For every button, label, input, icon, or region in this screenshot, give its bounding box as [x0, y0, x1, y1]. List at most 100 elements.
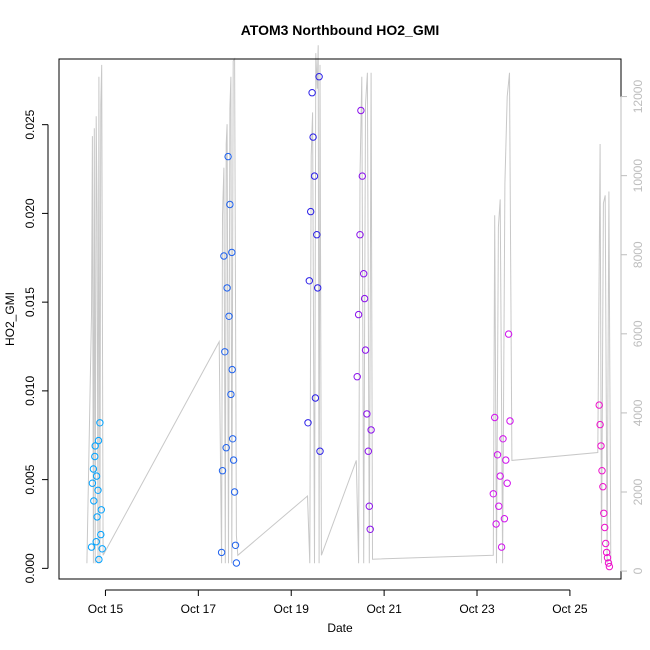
- data-point: [504, 330, 513, 338]
- y2-tick-label: 12000: [631, 80, 645, 114]
- data-point: [354, 310, 363, 319]
- data-point: [93, 513, 101, 521]
- data-point: [223, 284, 231, 292]
- data-point: [496, 472, 504, 480]
- data-point: [602, 548, 611, 557]
- x-axis: Oct 15 Oct 17 Oct 19 Oct 21 Oct 23 Oct 25: [88, 589, 588, 616]
- y-axis-label: HO2_GMI: [3, 292, 17, 346]
- data-point: [599, 483, 607, 491]
- y2-tick-label: 4000: [631, 399, 645, 426]
- data-point: [226, 200, 234, 209]
- data-point: [305, 277, 313, 285]
- data-point: [94, 436, 103, 445]
- data-point: [309, 133, 317, 141]
- data-point: [363, 410, 371, 418]
- y-tick-label: 0.025: [23, 109, 37, 139]
- data-point: [598, 467, 606, 475]
- data-point: [98, 545, 106, 553]
- data-point: [224, 152, 232, 161]
- x-tick-label: Oct 21: [366, 602, 402, 616]
- data-point: [364, 447, 372, 455]
- y-tick-label: 0.010: [23, 376, 37, 406]
- data-point: [96, 419, 104, 427]
- data-point: [601, 523, 609, 532]
- y-tick-label: 0.020: [23, 198, 37, 228]
- data-point: [88, 479, 97, 487]
- data-point: [365, 502, 373, 510]
- data-point: [92, 472, 101, 480]
- x-tick-label: Oct 15: [88, 602, 124, 616]
- y-tick-label: 0.015: [23, 287, 37, 317]
- data-point: [225, 312, 233, 320]
- data-point: [595, 401, 603, 409]
- data-point: [89, 465, 98, 473]
- data-point: [229, 435, 237, 443]
- data-point: [596, 420, 604, 429]
- data-point: [367, 426, 375, 434]
- data-point: [358, 172, 366, 180]
- data-point: [361, 346, 370, 354]
- y2-tick-label: 6000: [631, 320, 645, 347]
- data-point: [604, 559, 613, 567]
- data-point: [229, 456, 238, 464]
- x-tick-label: Oct 23: [459, 602, 495, 616]
- data-point: [500, 515, 509, 523]
- data-point: [600, 509, 608, 517]
- data-point: [353, 373, 361, 381]
- data-point: [356, 231, 364, 239]
- data-point: [499, 435, 507, 443]
- data-point: [357, 106, 365, 115]
- y-tick-label: 0.000: [23, 553, 37, 583]
- data-point: [307, 207, 315, 216]
- data-point: [94, 486, 102, 494]
- data-point: [314, 284, 322, 292]
- data-point: [316, 447, 324, 455]
- data-point: [502, 456, 510, 464]
- data-point: [228, 248, 236, 257]
- data-point: [489, 490, 497, 498]
- data-point: [97, 530, 105, 539]
- plot-frame: [58, 58, 622, 580]
- x-axis-label: Date: [327, 621, 353, 635]
- y2-tick-label: 10000: [631, 159, 645, 193]
- data-point: [492, 520, 500, 528]
- data-point: [91, 452, 99, 461]
- data-point: [313, 231, 321, 239]
- data-point: [231, 541, 240, 549]
- y2-tick-label: 2000: [631, 478, 645, 505]
- data-point: [221, 348, 229, 356]
- data-point: [597, 442, 605, 450]
- data-point: [310, 172, 319, 180]
- y-tick-label: 0.005: [23, 464, 37, 494]
- chart-title: ATOM3 Northbound HO2_GMI: [241, 22, 440, 38]
- data-point: [605, 562, 614, 571]
- altitude-line: [86, 45, 612, 564]
- y2-tick-label: 8000: [631, 241, 645, 268]
- data-point: [91, 442, 99, 450]
- data-point: [506, 417, 514, 425]
- data-point: [360, 294, 369, 303]
- data-point: [87, 543, 96, 551]
- data-point: [311, 394, 320, 402]
- y-axis-left: 0.000 0.005 0.010 0.015 0.020 0.025: [23, 109, 49, 583]
- altitude-line-layer: [86, 45, 612, 564]
- data-point: [308, 89, 316, 97]
- data-point: [97, 506, 106, 514]
- x-tick-label: Oct 25: [552, 602, 588, 616]
- data-points-layer: [87, 73, 614, 571]
- data-point: [222, 444, 230, 452]
- x-tick-label: Oct 17: [181, 602, 217, 616]
- data-point: [230, 488, 239, 496]
- data-point: [217, 548, 226, 557]
- data-point: [493, 451, 502, 459]
- x-tick-label: Oct 19: [274, 602, 310, 616]
- data-point: [304, 419, 312, 427]
- data-point: [602, 539, 610, 548]
- data-point: [495, 502, 503, 510]
- data-point: [232, 559, 241, 567]
- data-point: [366, 525, 374, 533]
- data-point: [603, 554, 612, 562]
- data-point: [218, 467, 227, 475]
- y-axis-right: 0 2000 4000 6000 8000 10000 12000: [620, 80, 645, 574]
